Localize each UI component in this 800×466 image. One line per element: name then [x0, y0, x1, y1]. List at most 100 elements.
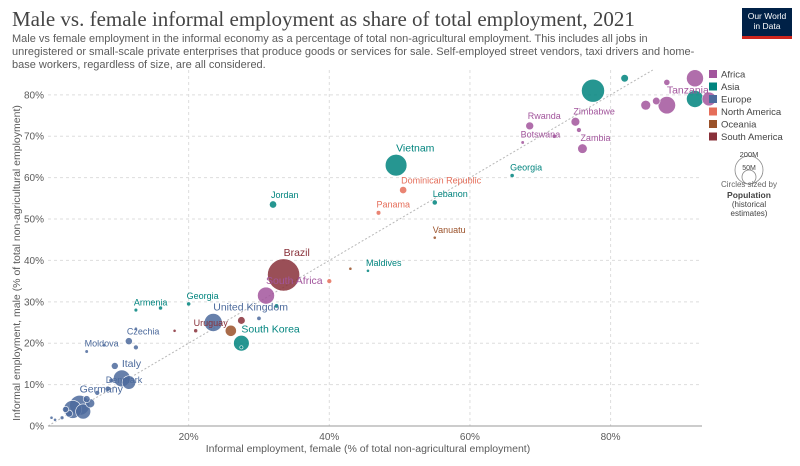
data-points [49, 69, 717, 422]
point-denmark[interactable] [104, 385, 111, 392]
point-georgia[interactable] [186, 301, 192, 307]
point-jordan[interactable] [269, 200, 277, 209]
point-unlabeled[interactable] [108, 377, 115, 384]
label-maldives: Maldives [366, 258, 402, 268]
point-unlabeled[interactable] [620, 74, 629, 83]
label-georgia: Georgia [187, 291, 219, 301]
point-unlabeled[interactable] [686, 69, 704, 88]
point-unlabeled[interactable] [663, 79, 671, 86]
size-legend-variable-1: Population [727, 190, 771, 200]
logo-accent-bar [742, 36, 792, 39]
point-unlabeled[interactable] [256, 315, 262, 321]
point-unlabeled[interactable] [652, 96, 661, 106]
x-tick-label: 80% [601, 432, 621, 443]
diagonal-reference-line [47, 69, 654, 427]
point-brazil[interactable] [267, 258, 300, 292]
point-unlabeled[interactable] [102, 343, 107, 348]
size-legend: 200M 50M Circles sized by Population (hi… [721, 150, 777, 218]
legend-swatch-africa[interactable] [709, 70, 717, 78]
label-south-africa: South Africa [266, 275, 323, 287]
point-unlabeled[interactable] [581, 78, 605, 103]
point-tanzania[interactable] [657, 96, 676, 115]
point-rwanda[interactable] [525, 121, 534, 131]
chart-title: Male vs. female informal employment as s… [12, 7, 635, 31]
point-unlabeled[interactable] [134, 326, 138, 331]
point-unlabeled[interactable] [62, 406, 69, 413]
point-unlabeled[interactable] [326, 278, 333, 284]
y-tick-label: 10% [24, 380, 44, 391]
label-zambia: Zambia [580, 133, 610, 143]
point-maldives[interactable] [366, 268, 370, 273]
point-georgia[interactable] [509, 173, 515, 178]
point-dominican-republic[interactable] [399, 186, 408, 194]
point-south-korea[interactable] [233, 335, 250, 352]
legend-label-africa[interactable]: Africa [721, 70, 746, 81]
label-brazil: Brazil [284, 247, 310, 259]
point-czechia[interactable] [125, 337, 133, 346]
owid-logo[interactable]: Our World in Data [742, 8, 792, 38]
point-moldova[interactable] [84, 349, 89, 354]
legend-swatch-north-america[interactable] [709, 107, 717, 116]
label-vietnam: Vietnam [396, 142, 435, 154]
legend-swatch-oceania[interactable] [709, 120, 717, 128]
grid [48, 70, 702, 427]
point-unlabeled[interactable] [53, 417, 57, 422]
label-vanuatu: Vanuatu [433, 225, 466, 235]
label-dominican-republic: Dominican Republic [401, 175, 482, 185]
point-uruguay[interactable] [193, 328, 199, 334]
label-denmark: Denmark [106, 375, 143, 385]
size-legend-small-circle [741, 169, 757, 185]
label-tanzania: Tanzania [667, 84, 709, 96]
point-unlabeled[interactable] [551, 133, 557, 139]
point-unlabeled[interactable] [640, 99, 651, 111]
y-tick-label: 50% [24, 215, 44, 226]
size-legend-variable-3: estimates) [731, 209, 768, 218]
point-armenia[interactable] [133, 307, 139, 313]
point-lebanon[interactable] [431, 199, 438, 206]
point-zimbabwe[interactable] [570, 117, 581, 127]
legend-label-oceania[interactable]: Oceania [721, 120, 757, 131]
y-tick-label: 70% [24, 132, 44, 143]
label-czechia: Czechia [127, 327, 160, 337]
point-unlabeled[interactable] [239, 345, 244, 350]
point-unlabeled[interactable] [133, 344, 139, 351]
point-unlabeled[interactable] [158, 305, 163, 311]
point-unlabeled[interactable] [59, 415, 65, 420]
point-unlabeled[interactable] [75, 403, 92, 420]
point-unlabeled[interactable] [94, 390, 100, 396]
size-legend-small-label: 50M [742, 165, 756, 172]
legend-swatch-south-america[interactable] [709, 132, 717, 141]
point-panama[interactable] [375, 210, 382, 216]
point-united-kingdom[interactable] [203, 313, 223, 332]
legend-label-north-america[interactable]: North America [721, 107, 782, 118]
label-uruguay: Uruguay [194, 318, 229, 328]
point-south-africa[interactable] [257, 286, 275, 305]
legend-label-europe[interactable]: Europe [721, 95, 752, 106]
x-tick-label: 40% [319, 432, 339, 443]
y-tick-label: 60% [24, 173, 44, 184]
point-unlabeled[interactable] [237, 316, 246, 325]
point-unlabeled[interactable] [49, 415, 54, 420]
legend-label-asia[interactable]: Asia [721, 82, 740, 93]
point-unlabeled[interactable] [172, 328, 177, 333]
point-unlabeled[interactable] [576, 127, 582, 133]
point-unlabeled[interactable] [274, 303, 280, 309]
point-vietnam[interactable] [384, 154, 408, 177]
point-unlabeled[interactable] [111, 362, 119, 370]
point-unlabeled[interactable] [82, 395, 91, 403]
point-unlabeled[interactable] [121, 375, 136, 390]
label-panama: Panama [377, 200, 411, 210]
point-vanuatu[interactable] [432, 235, 437, 240]
point-unlabeled[interactable] [224, 324, 237, 337]
legend-swatch-asia[interactable] [709, 82, 717, 91]
legend-swatch-europe[interactable] [709, 95, 717, 103]
point-botswana[interactable] [520, 140, 525, 145]
size-legend-big-label: 200M [740, 150, 759, 159]
label-georgia: Georgia [510, 162, 542, 172]
point-unlabeled[interactable] [348, 266, 353, 271]
point-zambia[interactable] [577, 143, 588, 154]
point-labels: Tanzania Zimbabwe Rwanda Botswana Zambia Viet… [80, 84, 709, 395]
legend-label-south-america[interactable]: South America [721, 132, 783, 143]
y-tick-label: 20% [24, 339, 44, 350]
